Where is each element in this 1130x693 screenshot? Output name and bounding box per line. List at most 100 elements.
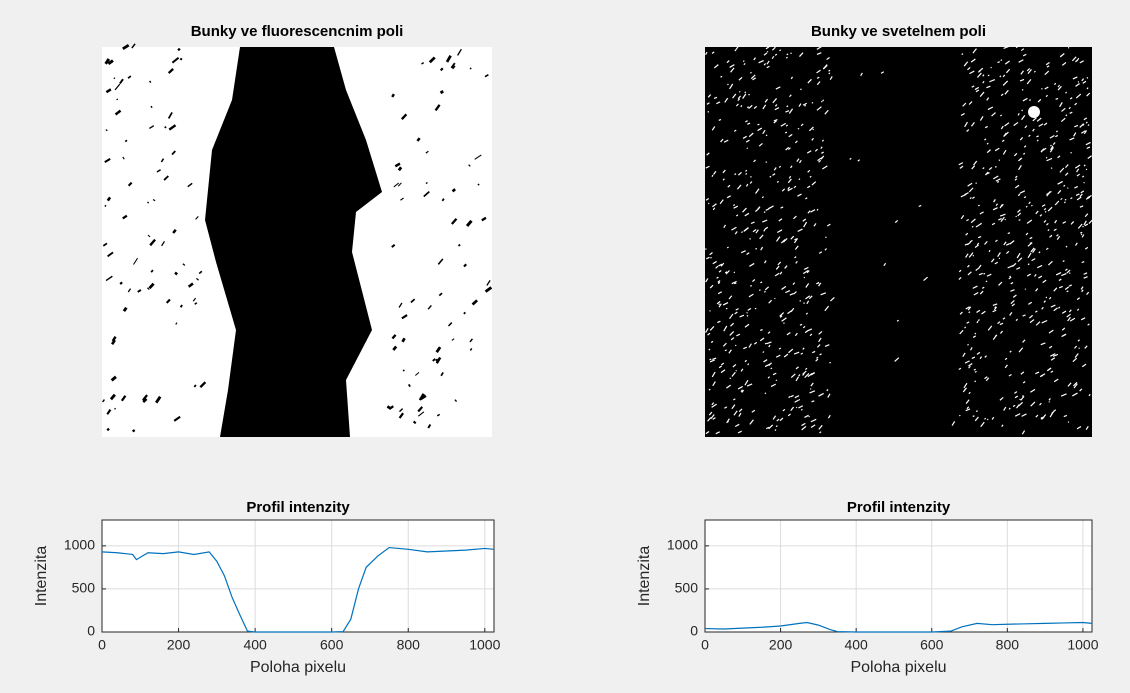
speckle — [733, 271, 736, 274]
speckle — [113, 77, 116, 80]
speckle — [820, 155, 825, 160]
speckle — [1017, 257, 1023, 262]
speckle — [765, 208, 770, 211]
speckle — [755, 188, 760, 194]
speckle — [754, 307, 757, 310]
y-tick-label: 0 — [690, 623, 698, 639]
speckle — [716, 300, 721, 305]
speckle — [187, 282, 194, 288]
speckle — [771, 46, 776, 51]
speckle — [148, 282, 155, 290]
speckle — [969, 70, 975, 75]
speckle — [1053, 287, 1058, 292]
speckle — [1019, 190, 1026, 194]
speckle — [827, 393, 831, 398]
speckle — [731, 280, 737, 285]
speckle — [726, 246, 729, 249]
speckle — [750, 74, 756, 80]
speckle — [1083, 272, 1088, 275]
speckle — [800, 123, 804, 127]
speckle — [199, 381, 207, 389]
speckle — [707, 332, 711, 336]
speckle — [1028, 134, 1031, 137]
speckle — [708, 348, 711, 351]
speckle — [979, 115, 984, 121]
speckle — [976, 72, 982, 78]
speckle — [783, 353, 789, 358]
speckle — [975, 223, 982, 228]
speckle — [477, 183, 480, 186]
speckle — [109, 393, 116, 401]
speckle — [961, 53, 964, 56]
speckle — [999, 213, 1006, 217]
speckle — [717, 291, 723, 295]
speckle — [987, 74, 990, 77]
speckle — [1070, 151, 1072, 154]
speckle — [747, 122, 751, 125]
speckle — [824, 109, 829, 115]
speckle — [818, 330, 823, 335]
speckle — [809, 175, 812, 178]
speckle — [978, 264, 982, 269]
speckle — [1026, 219, 1033, 224]
speckle — [776, 180, 780, 183]
speckle — [988, 249, 991, 253]
speckle — [894, 219, 899, 224]
speckle — [733, 129, 737, 132]
speckle — [114, 83, 121, 91]
speckle — [1020, 395, 1025, 401]
speckle — [410, 298, 416, 304]
speckle — [1014, 178, 1018, 181]
speckle — [1000, 59, 1003, 62]
speckle — [811, 181, 817, 186]
speckle — [1008, 407, 1011, 410]
speckle — [734, 311, 738, 315]
speckle — [774, 429, 777, 431]
speckle — [706, 102, 710, 105]
speckle — [798, 103, 802, 107]
speckle — [106, 427, 110, 432]
speckle — [715, 431, 720, 435]
speckle — [1009, 350, 1012, 353]
speckle — [964, 387, 968, 391]
speckle — [816, 208, 819, 211]
speckle — [1080, 231, 1083, 234]
speckle — [716, 101, 721, 105]
speckle — [1013, 152, 1018, 157]
speckle — [802, 347, 805, 350]
speckle — [971, 85, 975, 88]
speckle — [750, 71, 752, 74]
speckle — [1031, 258, 1036, 262]
speckle — [993, 306, 998, 311]
speckle — [1076, 308, 1080, 311]
speckle — [427, 423, 432, 429]
speckle — [711, 51, 715, 54]
speckles — [705, 44, 1093, 435]
speckle — [1016, 252, 1021, 259]
speckle — [1035, 371, 1040, 375]
speckle — [1047, 229, 1050, 232]
speckle — [709, 252, 713, 256]
speckle — [734, 423, 740, 428]
speckle — [718, 263, 723, 267]
speckle — [1005, 250, 1010, 254]
speckle — [1060, 55, 1062, 57]
speckle — [149, 80, 152, 84]
speckle — [1035, 414, 1039, 418]
speckle — [753, 57, 756, 61]
speckle — [824, 344, 830, 348]
speckle — [1028, 99, 1032, 102]
speckle — [194, 302, 198, 305]
speckle — [106, 409, 112, 415]
speckle — [729, 313, 734, 320]
speckle — [965, 408, 971, 412]
speckle — [1075, 242, 1078, 246]
speckle — [975, 182, 977, 184]
speckle — [975, 410, 978, 412]
speckle — [710, 340, 714, 343]
speckle — [1021, 109, 1024, 112]
speckle — [182, 263, 186, 266]
speckle — [809, 390, 816, 394]
speckle — [997, 61, 1000, 64]
speckle — [762, 104, 767, 110]
